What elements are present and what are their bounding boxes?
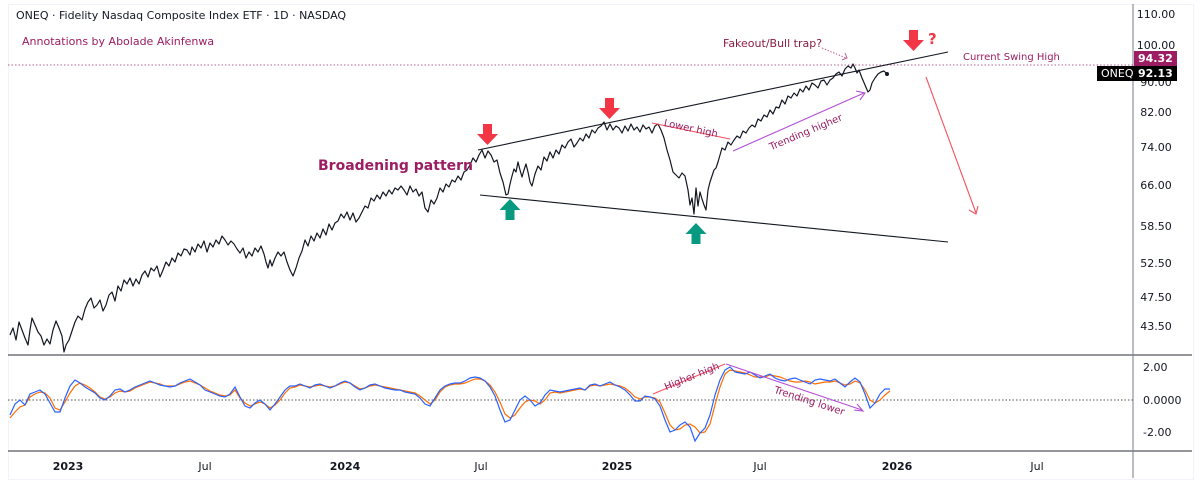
projection-arrow[interactable] — [925, 76, 977, 214]
time-tick: Jul — [753, 460, 767, 473]
fakeout-label: Fakeout/Bull trap? — [723, 37, 823, 50]
price-tick: 74.00 — [1140, 141, 1172, 154]
arrowhead-icon — [853, 403, 865, 412]
time-tick: Jul — [1030, 460, 1044, 473]
current-price-tag: 92.13 — [1134, 66, 1177, 81]
price-line — [9, 63, 887, 353]
price-tick: 66.00 — [1140, 179, 1172, 192]
arrowhead-icon — [841, 52, 848, 61]
question-mark-label: ? — [928, 30, 937, 48]
indicator-tick: 2.00 — [1143, 361, 1168, 374]
symbol-tag: ONEQ — [1097, 66, 1138, 81]
swing-high-price-tag: 94.32 — [1134, 51, 1177, 66]
higher-high-line[interactable] — [652, 363, 726, 395]
up-arrow-icon — [499, 199, 521, 220]
down-arrow-icon — [903, 30, 924, 51]
indicator-tick: 0.0000 — [1143, 394, 1182, 407]
lower-high-line[interactable] — [651, 122, 731, 140]
swing-high-label: Current Swing High — [963, 52, 1060, 63]
down-arrow-icon — [599, 98, 620, 119]
down-arrow-icon — [477, 124, 498, 145]
price-tick: 100.00 — [1136, 39, 1176, 52]
oscillator-slow-line — [9, 369, 891, 434]
time-tick: 2026 — [881, 460, 913, 473]
last-price-dot — [885, 72, 889, 76]
price-tick: 47.50 — [1140, 291, 1172, 304]
arrowhead-icon — [855, 90, 866, 101]
author-credit: Annotations by Abolade Akinfenwa — [22, 35, 215, 48]
time-tick: 2023 — [52, 460, 84, 473]
chart-frame — [8, 4, 1194, 480]
time-tick: 2024 — [329, 460, 361, 473]
oscillator-fast-line — [9, 366, 890, 443]
broadening-pattern-label: Broadening pattern — [318, 158, 474, 174]
time-tick: Jul — [198, 460, 212, 473]
up-arrow-icon — [685, 223, 707, 244]
price-tick: 82.00 — [1140, 106, 1172, 119]
arrowhead-icon — [968, 205, 979, 215]
time-tick: Jul — [474, 460, 488, 473]
price-tick: 52.50 — [1140, 257, 1172, 270]
indicator-tick: -2.00 — [1143, 426, 1172, 439]
price-tick: 58.50 — [1140, 220, 1172, 233]
price-tick: 43.50 — [1140, 320, 1172, 333]
upper-trendline[interactable] — [477, 51, 949, 151]
price-tick: 110.00 — [1136, 8, 1176, 21]
fakeout-pointer — [821, 47, 847, 59]
trending-lower-arrow[interactable] — [725, 363, 863, 411]
chart-title: ONEQ · Fidelity Nasdaq Composite Index E… — [16, 9, 347, 22]
lower-trendline[interactable] — [479, 194, 949, 243]
trending-higher-arrow[interactable] — [732, 92, 865, 152]
time-tick: 2025 — [601, 460, 633, 473]
